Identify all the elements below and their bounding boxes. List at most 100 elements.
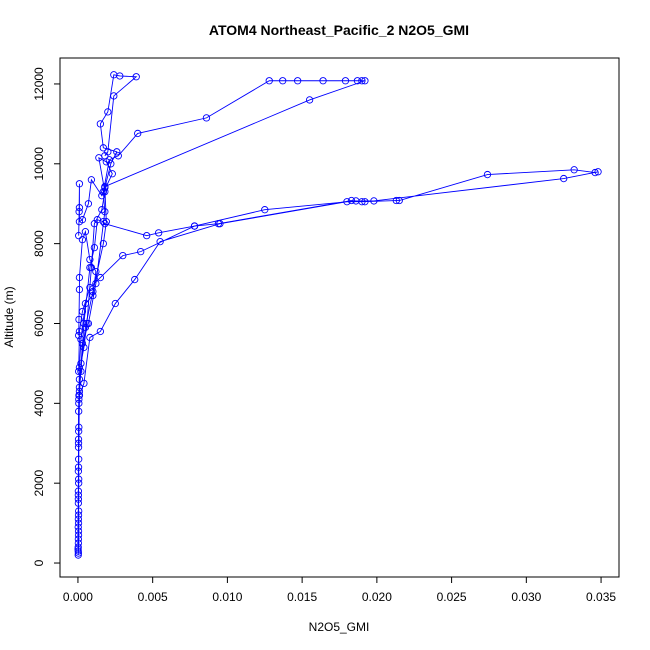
data-point bbox=[77, 367, 85, 376]
y-tick-label: 6000 bbox=[32, 310, 46, 337]
y-tick-label: 12000 bbox=[32, 67, 46, 101]
data-point bbox=[114, 152, 122, 160]
y-axis-label: Altitude (m) bbox=[2, 286, 16, 347]
data-point bbox=[86, 263, 94, 272]
data-point bbox=[75, 367, 83, 376]
data-point bbox=[75, 285, 84, 294]
x-tick-label: 0.005 bbox=[138, 590, 168, 604]
data-point bbox=[116, 72, 124, 80]
data-point bbox=[361, 198, 369, 206]
data-point bbox=[358, 77, 366, 85]
data-point bbox=[98, 206, 106, 214]
data-point bbox=[347, 196, 356, 205]
data-point bbox=[75, 204, 84, 212]
data-point bbox=[202, 114, 211, 122]
data-point bbox=[89, 291, 97, 300]
x-tick-label: 0.000 bbox=[63, 590, 93, 604]
series-line bbox=[77, 80, 366, 552]
x-tick-label: 0.035 bbox=[586, 590, 616, 604]
data-point bbox=[92, 267, 100, 276]
data-point bbox=[75, 180, 84, 188]
y-tick-label: 10000 bbox=[32, 147, 46, 181]
data-point bbox=[75, 423, 83, 431]
series-line bbox=[77, 169, 599, 556]
data-point bbox=[77, 335, 85, 344]
data-point bbox=[392, 196, 400, 205]
series-line bbox=[77, 74, 138, 554]
data-point bbox=[370, 197, 378, 205]
data-point bbox=[102, 158, 110, 166]
x-tick-label: 0.015 bbox=[287, 590, 317, 604]
profile-series bbox=[74, 196, 369, 551]
data-point bbox=[75, 273, 84, 282]
data-point bbox=[74, 511, 83, 519]
series-layer bbox=[74, 71, 602, 559]
data-point bbox=[95, 154, 103, 162]
x-tick-label: 0.025 bbox=[437, 590, 467, 604]
data-point bbox=[560, 174, 568, 183]
data-point bbox=[87, 176, 96, 184]
data-point bbox=[131, 275, 139, 284]
data-point bbox=[96, 273, 105, 282]
data-point bbox=[90, 243, 99, 252]
data-point bbox=[75, 315, 83, 324]
data-point bbox=[341, 77, 350, 85]
x-axis: 0.000 0.005 0.010 0.015 0.020 0.025 0.030 0.035 bbox=[63, 576, 616, 604]
y-tick-label: 2000 bbox=[32, 470, 46, 497]
y-tick-label: 8000 bbox=[32, 230, 46, 257]
data-point bbox=[75, 399, 83, 407]
data-point bbox=[319, 77, 327, 85]
data-point bbox=[110, 92, 118, 100]
data-point bbox=[75, 363, 84, 372]
data-point bbox=[261, 206, 269, 214]
data-point bbox=[214, 220, 223, 228]
profile-series bbox=[74, 166, 602, 559]
data-point bbox=[75, 331, 83, 340]
data-point bbox=[78, 235, 87, 244]
data-point bbox=[156, 237, 164, 246]
data-point bbox=[190, 222, 199, 230]
data-point bbox=[111, 299, 119, 308]
data-point bbox=[75, 232, 83, 240]
x-tick-label: 0.020 bbox=[362, 590, 392, 604]
chart-title: ATOM4 Northeast_Pacific_2 N2O5_GMI bbox=[209, 22, 469, 38]
data-point bbox=[113, 148, 121, 156]
data-point bbox=[99, 144, 107, 152]
data-point bbox=[353, 77, 362, 85]
data-point bbox=[81, 299, 90, 308]
profile-series bbox=[74, 154, 116, 553]
data-point bbox=[132, 73, 140, 81]
data-point bbox=[104, 108, 112, 116]
data-point bbox=[96, 120, 105, 128]
data-point bbox=[80, 319, 88, 328]
data-point bbox=[591, 168, 599, 177]
y-tick-label: 0 bbox=[32, 559, 46, 566]
data-point bbox=[483, 170, 492, 179]
data-point bbox=[143, 232, 151, 240]
plot-frame bbox=[59, 57, 620, 578]
data-point bbox=[99, 239, 107, 248]
data-point bbox=[119, 251, 127, 260]
data-point bbox=[81, 228, 90, 236]
data-point bbox=[305, 96, 314, 104]
data-point bbox=[80, 379, 88, 388]
x-tick-label: 0.030 bbox=[511, 590, 541, 604]
x-axis-label: N2O5_GMI bbox=[309, 620, 370, 634]
data-point bbox=[84, 200, 93, 208]
data-point bbox=[108, 170, 116, 178]
data-point bbox=[74, 539, 83, 547]
data-point bbox=[293, 77, 302, 85]
data-point bbox=[86, 255, 94, 264]
data-point bbox=[279, 77, 287, 85]
series-line bbox=[77, 229, 97, 544]
data-point bbox=[154, 229, 163, 237]
data-point bbox=[99, 218, 107, 226]
y-axis: 0 2000 4000 6000 8000 10000 12000 bbox=[32, 67, 61, 566]
data-point bbox=[92, 279, 100, 288]
profile-series bbox=[74, 228, 100, 547]
data-point bbox=[74, 467, 83, 475]
data-point bbox=[75, 208, 83, 216]
data-point bbox=[594, 168, 602, 176]
data-point bbox=[96, 327, 105, 336]
data-point bbox=[265, 77, 273, 85]
